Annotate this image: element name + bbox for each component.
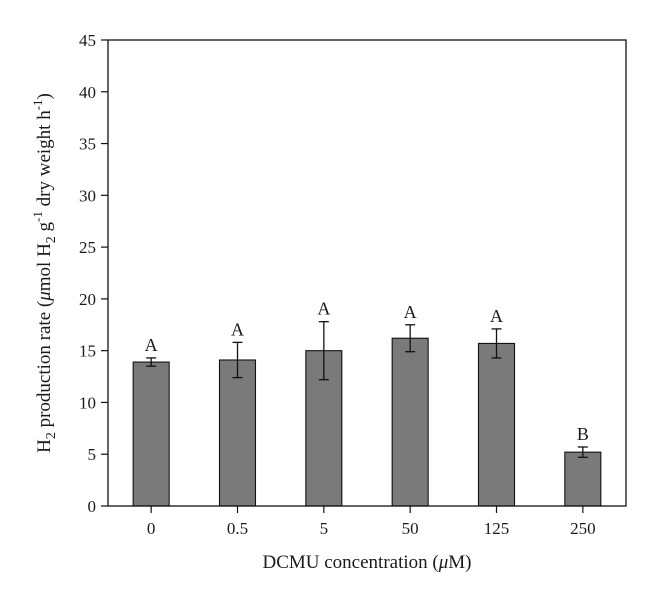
x-tick-label: 0.5: [227, 519, 248, 538]
y-tick-label: 20: [79, 290, 96, 309]
significance-label: A: [317, 299, 330, 319]
x-tick-label: 250: [570, 519, 596, 538]
x-axis-title: DCMU concentration (μM): [262, 552, 471, 573]
y-tick-label: 10: [79, 393, 96, 412]
error-bar: [577, 446, 588, 458]
x-axis-ticks: 0 0.5 5 50 125 250: [147, 506, 596, 538]
significance-label: A: [231, 319, 244, 339]
y-tick-label: 30: [79, 186, 96, 205]
x-tick-label: 5: [320, 519, 329, 538]
x-tick-label: 50: [402, 519, 419, 538]
error-bar: [146, 357, 157, 367]
error-bar: [232, 341, 243, 379]
y-axis-ticks: 0 5 10 15 20 25 30 35 40 45: [79, 31, 108, 516]
bars-group: [132, 337, 602, 507]
y-tick-label: 15: [79, 342, 96, 361]
error-bar: [318, 321, 329, 381]
x-tick-label: 125: [484, 519, 510, 538]
y-tick-label: 25: [79, 238, 96, 257]
bar: [477, 342, 516, 507]
y-tick-label: 35: [79, 135, 96, 154]
error-bar: [491, 328, 502, 359]
x-tick-label: 0: [147, 519, 156, 538]
error-bars-group: [146, 321, 588, 458]
y-tick-label: 45: [79, 31, 96, 50]
significance-label: B: [577, 424, 589, 444]
significance-labels-group: A A A A A B: [145, 299, 589, 444]
significance-label: A: [490, 306, 503, 326]
y-tick-label: 40: [79, 83, 96, 102]
bar: [218, 359, 257, 507]
error-bar: [405, 324, 416, 353]
bar: [391, 337, 429, 507]
bar: [132, 361, 170, 507]
y-axis-title: H2 production rate (μmol H2 g-1 dry weig…: [30, 93, 59, 453]
y-tick-label: 0: [88, 497, 97, 516]
significance-label: A: [145, 335, 158, 355]
significance-label: A: [404, 302, 417, 322]
bar: [564, 451, 602, 507]
y-tick-label: 5: [88, 445, 97, 464]
plot-area-frame: [107, 39, 627, 507]
